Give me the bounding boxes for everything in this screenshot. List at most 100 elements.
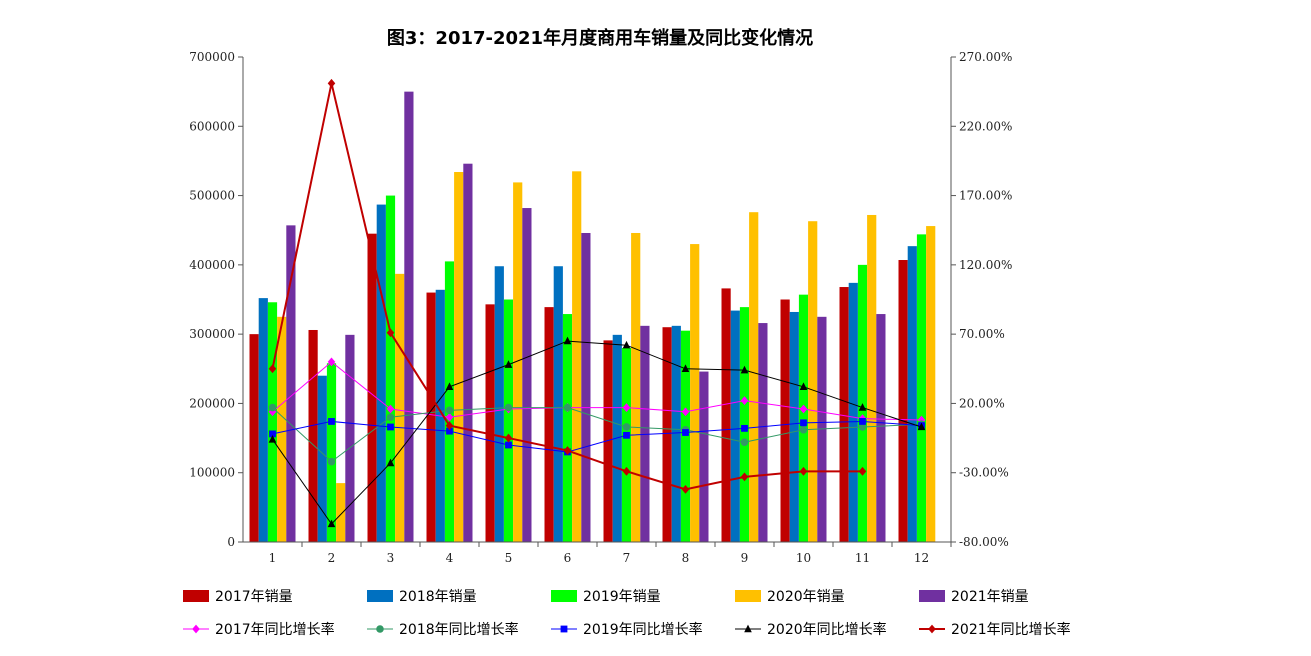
left-tick-label: 100000 [189,466,235,480]
bar-2-9 [730,310,740,542]
legend-label-line-1: 2017年同比增长率 [215,621,335,638]
line-point-4-10 [799,382,808,390]
left-tick-label: 500000 [189,189,235,203]
line-point-5-2 [327,78,336,88]
legend-swatch-bar-1 [183,590,209,602]
bar-2-10 [789,311,799,542]
right-tick-label: 220.00% [959,119,1012,133]
bar-4-8 [690,244,700,542]
left-tick-label: 300000 [189,327,235,341]
legend-label-line-4: 2020年同比增长率 [767,621,887,638]
right-tick-label: 70.00% [959,327,1005,341]
x-tick-label: 5 [505,551,513,565]
line-point-3-10 [800,419,807,427]
line-point-5-1 [268,364,277,374]
bar-1-7 [603,340,613,542]
x-tick-label: 11 [855,551,870,565]
line-point-5-6 [563,446,572,455]
bar-5-6 [581,232,591,543]
bar-3-5 [503,299,514,542]
bar-2-12 [907,246,917,542]
bar-5-11 [876,314,886,542]
x-tick-label: 8 [682,551,690,565]
bar-2-1 [258,298,268,542]
bar-3-2 [326,363,337,542]
bar-1-4 [426,292,436,542]
axes-layer: 0 100000 200000 300000 400000 500000 600000 700… [189,50,1012,565]
line-point-4-9 [740,365,749,374]
line-point-3-9 [741,424,748,432]
bar-3-1 [267,302,278,542]
bar-4-4 [454,172,464,542]
legend-swatch-bar-4 [735,590,761,602]
legend-label-line-2: 2018年同比增长率 [399,621,519,638]
line-point-1-12 [917,415,926,425]
bar-5-7 [640,325,650,542]
line-series-4 [272,340,922,525]
line-point-5-5 [504,433,513,443]
line-point-5-11 [858,466,867,476]
bar-1-11 [839,287,849,542]
bar-4-6 [572,171,582,542]
line-series-1 [272,361,922,421]
line-point-5-4 [445,421,454,430]
bar-4-10 [808,221,818,542]
line-point-2-5 [504,403,513,412]
line-point-2-7 [622,423,631,431]
line-point-1-7 [622,403,631,412]
legend-label-bar-5: 2021年销量 [951,589,1029,605]
bar-5-1 [286,225,296,543]
legend-label-bar-3: 2019年销量 [583,589,661,605]
line-point-4-4 [445,382,454,390]
bar-1-2 [308,329,318,542]
line-point-3-2 [328,418,335,425]
legend-swatch-bar-3 [551,590,577,602]
line-point-3-11 [859,418,866,425]
legend-marker-line-2 [376,625,384,633]
line-point-2-1 [268,403,277,412]
bar-1-9 [721,288,731,542]
legend-label-bar-1: 2017年销量 [215,589,293,605]
right-tick-label: -30.00% [959,466,1009,480]
right-tick-label: 20.00% [959,396,1005,410]
line-series-3 [272,420,922,453]
line-point-5-7 [622,466,631,476]
bar-4-1 [277,316,287,542]
left-tick-label: 0 [227,535,235,549]
bar-3-8 [680,330,691,542]
right-tick-label: 170.00% [959,189,1012,203]
legend-label-line-5: 2021年同比增长率 [951,621,1071,638]
bar-5-9 [758,323,768,542]
chart-title: 图3：2017-2021年月度商用车销量及同比变化情况 [386,28,814,49]
bar-3-6 [562,314,573,542]
left-tick-label: 600000 [189,119,235,133]
x-tick-label: 4 [446,551,454,565]
legend-swatch-bar-5 [919,590,945,602]
x-tick-label: 10 [796,551,811,565]
line-point-2-11 [858,423,867,431]
x-tick-label: 12 [914,551,929,565]
legend-marker-line-5 [928,624,936,634]
left-tick-label: 200000 [189,396,235,410]
line-point-1-1 [268,407,277,417]
bar-5-10 [817,316,827,542]
bar-5-5 [522,208,532,543]
bar-5-2 [345,334,355,542]
bar-4-5 [513,182,523,542]
line-point-2-6 [563,403,572,412]
legend-label-bar-2: 2018年销量 [399,589,477,605]
right-tick-label: 270.00% [959,50,1012,64]
bar-layer [249,91,936,543]
line-point-4-7 [622,340,631,349]
line-point-4-3 [386,458,395,467]
legend-marker-line-1 [192,624,200,634]
line-point-5-3 [386,328,395,338]
line-point-5-10 [799,466,808,476]
line-point-4-8 [681,364,690,372]
line-point-1-4 [445,412,454,422]
line-series-2 [272,407,922,463]
bar-2-6 [553,266,563,542]
line-point-4-1 [268,435,277,443]
x-tick-label: 6 [564,551,572,565]
